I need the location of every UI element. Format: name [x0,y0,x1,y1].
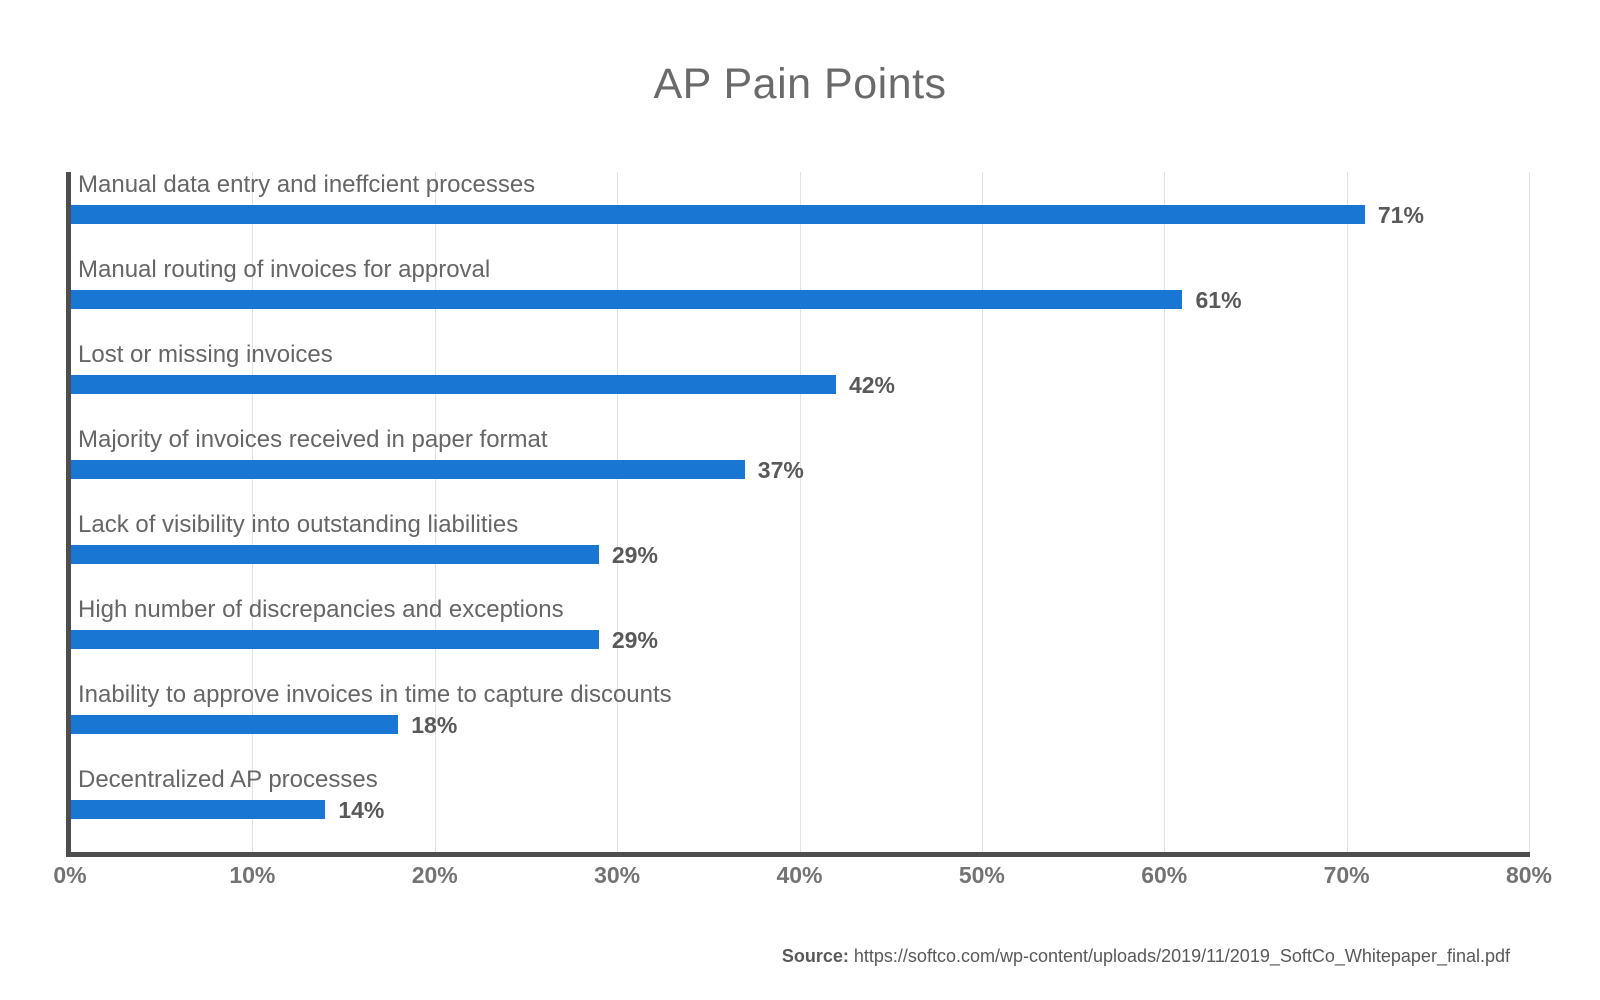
x-tick-label: 50% [958,862,1005,888]
plot-area: Manual data entry and ineffcient process… [66,171,1530,857]
source-label: Source: [781,946,849,966]
x-axis-ticks: 0% 10% 20% 30% 40% 50% 60% 70% 80% [53,862,1552,892]
value-label: 37% [757,457,804,483]
category-label: High number of discrepancies and excepti… [78,596,564,623]
value-label: 42% [848,372,896,398]
bar [70,715,399,734]
bar [70,800,326,819]
bar [70,545,599,564]
category-label: Lack of visibility into outstanding liab… [78,511,519,538]
x-tick-label: 10% [229,862,276,888]
value-label: 14% [338,797,385,823]
gridline [981,172,983,857]
value-label: 18% [411,712,458,738]
x-tick-label: 60% [1141,862,1188,888]
bar [70,205,1365,224]
x-tick-label: 80% [1505,862,1553,888]
gridline [617,172,619,857]
x-tick-label: 40% [776,862,823,888]
value-label: 71% [1377,202,1424,228]
bar-row: Manual data entry and ineffcient process… [70,171,1529,257]
bar [70,460,745,479]
gridline [1346,172,1348,857]
value-label: 61% [1195,287,1242,313]
y-axis-line [66,172,71,857]
bar [70,290,1183,309]
bar-row: Lack of visibility into outstanding liab… [70,511,1529,597]
category-label: Manual routing of invoices for approval [78,256,491,283]
bar [70,375,836,394]
source-note: Source: https://softco.com/wp-content/upl… [782,946,1510,967]
value-label: 29% [611,627,658,653]
bar-row: Majority of invoices received in paper f… [70,426,1529,512]
category-label: Manual data entry and ineffcient process… [78,171,536,198]
value-label: 29% [611,542,658,568]
x-axis-line [66,852,1530,857]
gridline [1529,172,1530,857]
category-label: Decentralized AP processes [78,766,378,793]
gridline [434,172,436,857]
gridline [1164,172,1166,857]
source-url: https://softco.com/wp-content/uploads/20… [853,946,1510,966]
category-label: Majority of invoices received in paper f… [78,426,548,453]
gridline [799,172,801,857]
bar [70,630,599,649]
bar-row: Inability to approve invoices in time to… [70,681,1529,767]
x-tick-label: 0% [53,862,87,888]
category-label: Inability to approve invoices in time to… [78,681,672,708]
category-label: Lost or missing invoices [78,341,333,368]
chart-title: AP Pain Points [653,60,947,108]
x-tick-label: 30% [594,862,641,888]
bar-row: Lost or missing invoices 42% [70,341,1529,427]
gridline [252,172,254,857]
bar-row: Manual routing of invoices for approval 6… [70,256,1529,342]
x-tick-label: 70% [1323,862,1370,888]
bar-row: Decentralized AP processes 14% [70,766,1529,852]
bar-row: High number of discrepancies and excepti… [70,596,1529,682]
x-tick-label: 20% [411,862,458,888]
